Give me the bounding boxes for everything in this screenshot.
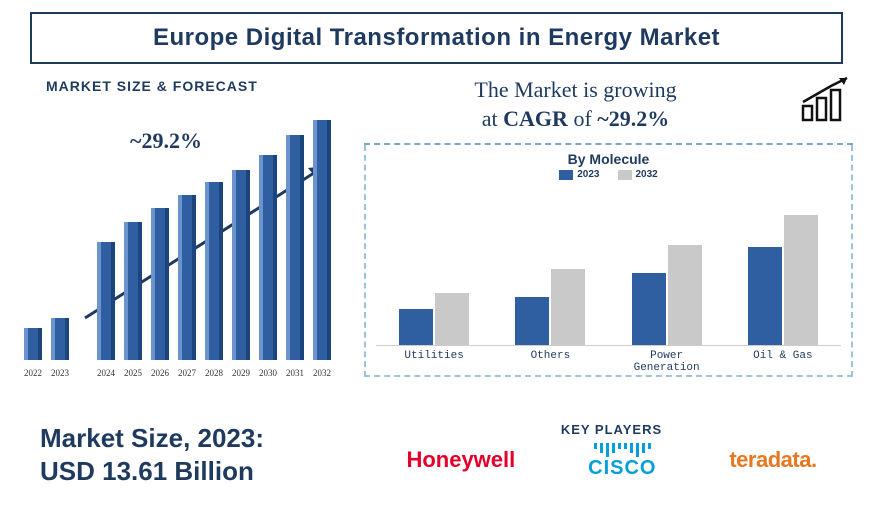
cagr-mid: of [568,106,597,131]
molecule-group [507,269,593,345]
forecast-bar [151,208,169,360]
cagr-row: The Market is growing at CAGR of ~29.2% [364,76,853,133]
forecast-bar [313,120,331,360]
title-box: Europe Digital Transformation in Energy … [30,12,843,64]
cagr-text: The Market is growing at CAGR of ~29.2% [364,76,787,133]
forecast-year-labels: 2022 2023 2024 2025 2026 2027 2028 2029 2030 2031… [20,368,350,378]
molecule-category: Power Generation [624,350,710,374]
forecast-year-label: 2031 [286,368,304,378]
forecast-bar [124,222,142,360]
forecast-year-label: 2027 [178,368,196,378]
forecast-bar [24,328,42,360]
legend-swatch-2032 [618,170,632,180]
molecule-bar-2023 [748,247,782,345]
key-players-block: KEY PLAYERS Honeywell CISCO teradata. [370,422,853,477]
forecast-year-label: 2024 [97,368,115,378]
cisco-signal-bar [642,443,645,453]
forecast-year-label: 2032 [313,368,331,378]
molecule-bar-2032 [551,269,585,345]
forecast-year-label: 2029 [232,368,250,378]
cagr-value: ~29.2% [597,106,669,131]
forecast-year-label: 2022 [24,368,42,378]
molecule-group [624,245,710,345]
legend-label-2032: 2032 [636,169,658,180]
legend-2032: 2032 [618,169,658,180]
molecule-group [391,293,477,345]
molecule-category-labels: Utilities Others Power Generation Oil & Gas [376,350,841,374]
legend-label-2023: 2023 [577,169,599,180]
molecule-bar-2023 [515,297,549,345]
legend-2023: 2023 [559,169,599,180]
cisco-signal-bar [618,443,621,449]
forecast-bar [232,170,250,360]
forecast-bar [51,318,69,360]
honeywell-logo: Honeywell [406,447,515,473]
cisco-signal-bar [594,443,597,449]
molecule-bar-2032 [435,293,469,345]
logos-row: Honeywell CISCO teradata. [370,443,853,477]
bottom-row: Market Size, 2023: USD 13.61 Billion KEY… [20,422,853,487]
molecule-title: By Molecule [376,151,841,167]
cagr-line1: The Market is growing [474,77,676,102]
forecast-bar [286,135,304,360]
market-size-block: Market Size, 2023: USD 13.61 Billion [20,422,350,487]
cagr-prefix: at [482,106,503,131]
cisco-signal-bar [606,443,609,457]
cisco-logo: CISCO [588,443,656,477]
forecast-year-label: 2030 [259,368,277,378]
molecule-category: Others [507,350,593,374]
cagr-bold: CAGR [503,106,568,131]
molecule-bar-2032 [784,215,818,345]
forecast-bar [178,195,196,360]
market-size-line1: Market Size, 2023: [40,422,350,455]
forecast-bar [259,155,277,360]
forecast-year-label: 2028 [205,368,223,378]
cisco-signal-bar [624,443,627,449]
cisco-bars-icon [588,443,656,457]
molecule-chart [376,186,841,346]
forecast-bar [205,182,223,360]
molecule-bar-2023 [399,309,433,345]
forecast-chart: ~29.2% 202220232024202520262027202820292… [20,98,350,378]
cisco-word: CISCO [588,459,656,477]
forecast-heading: MARKET SIZE & FORECAST [46,78,350,94]
market-size-line2: USD 13.61 Billion [40,455,350,488]
forecast-bar [97,242,115,360]
cisco-signal-bar [636,443,639,457]
molecule-category: Oil & Gas [740,350,826,374]
legend-swatch-2023 [559,170,573,180]
molecule-category: Utilities [391,350,477,374]
molecule-bar-2032 [668,245,702,345]
cisco-signal-bar [648,443,651,449]
cisco-signal-bar [612,443,615,453]
molecule-group [740,215,826,345]
forecast-bars [20,120,350,360]
cisco-signal-bar [630,443,633,453]
forecast-column: MARKET SIZE & FORECAST ~29.2% 2022202320… [20,72,350,402]
forecast-year-label: 2026 [151,368,169,378]
main-row: MARKET SIZE & FORECAST ~29.2% 2022202320… [20,72,853,402]
key-players-title: KEY PLAYERS [370,422,853,437]
cisco-signal-bar [600,443,603,453]
teradata-logo: teradata. [729,447,816,473]
right-column: The Market is growing at CAGR of ~29.2% … [364,72,853,402]
forecast-year-label: 2025 [124,368,142,378]
forecast-year-label: 2023 [51,368,69,378]
molecule-legend: 2023 2032 [376,169,841,180]
growth-chart-icon [797,76,853,124]
molecule-chart-box: By Molecule 2023 2032 Utilities Others Pow… [364,145,853,377]
page-title: Europe Digital Transformation in Energy … [48,24,825,52]
molecule-bar-2023 [632,273,666,345]
